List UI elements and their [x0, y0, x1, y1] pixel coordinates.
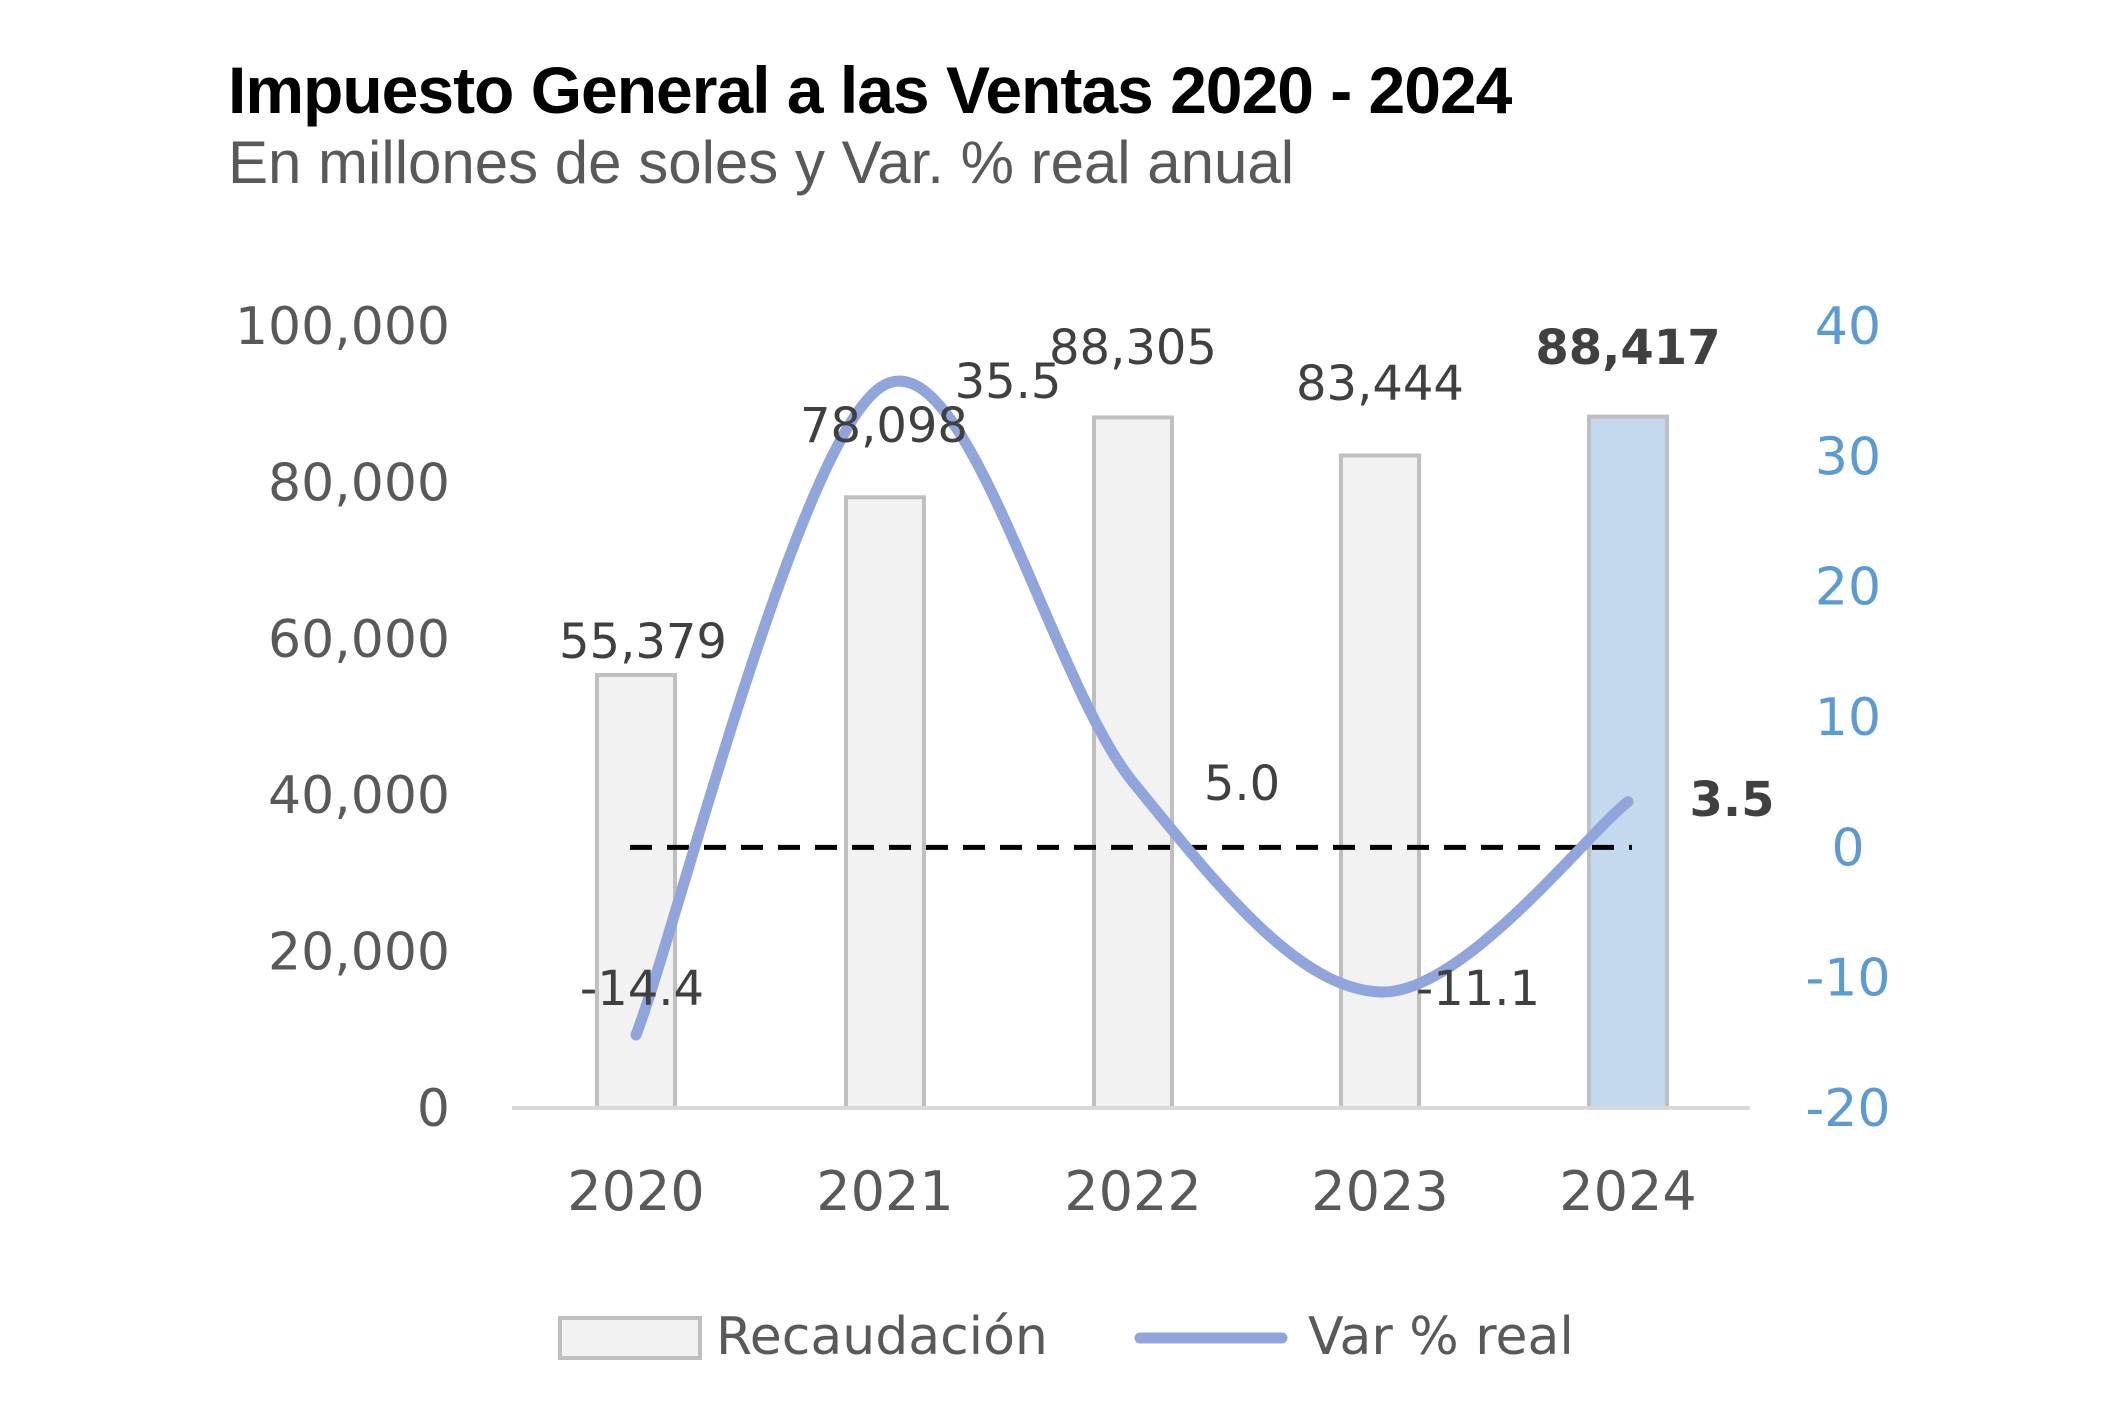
- left-axis-tick-label: 20,000: [268, 923, 450, 983]
- line-data-label: -14.4: [580, 961, 704, 1017]
- legend-label-var-real: Var % real: [1308, 1307, 1574, 1367]
- bar-recaudacion-2022: [1092, 415, 1174, 1110]
- line-data-label: 3.5: [1689, 772, 1774, 828]
- right-axis-tick-label: -10: [1806, 949, 1891, 1009]
- bar-data-label: 88,417: [1535, 320, 1720, 376]
- bar-recaudacion-2023: [1339, 453, 1421, 1111]
- left-axis-tick-label: 60,000: [268, 610, 450, 670]
- chart-title: Impuesto General a las Ventas 2020 - 202…: [228, 53, 1512, 127]
- left-axis-tick-label: 0: [417, 1079, 450, 1139]
- right-axis-tick-label: 0: [1831, 818, 1864, 878]
- left-axis-tick-label: 100,000: [235, 297, 450, 357]
- x-axis-tick-label: 2023: [1311, 1160, 1448, 1223]
- line-data-label: -11.1: [1416, 961, 1540, 1017]
- bar-data-label: 55,379: [559, 614, 727, 670]
- legend-swatch-recaudacion: [558, 1316, 702, 1360]
- bar-data-label: 88,305: [1049, 320, 1217, 376]
- bar-data-label: 83,444: [1296, 356, 1464, 412]
- x-axis-tick-label: 2022: [1064, 1160, 1201, 1223]
- right-axis-tick-label: 30: [1815, 427, 1881, 487]
- right-axis-tick-label: -20: [1806, 1079, 1891, 1139]
- line-data-label: 35.5: [955, 354, 1062, 410]
- legend-label-recaudacion: Recaudación: [716, 1307, 1048, 1367]
- x-axis-tick-label: 2021: [816, 1160, 953, 1223]
- bar-data-label: 78,098: [800, 398, 968, 454]
- left-axis-tick-label: 80,000: [268, 453, 450, 513]
- chart-subtitle: En millones de soles y Var. % real anual: [228, 129, 1295, 196]
- bar-recaudacion-2024: [1587, 414, 1669, 1111]
- right-axis-tick-label: 40: [1815, 297, 1881, 357]
- line-data-label: 5.0: [1204, 756, 1280, 812]
- left-axis-tick-label: 40,000: [268, 766, 450, 826]
- bar-recaudacion-2021: [844, 495, 926, 1111]
- bar-recaudacion-2020: [595, 672, 677, 1110]
- line-var-real: [630, 375, 1634, 1041]
- right-axis-tick-label: 20: [1815, 558, 1881, 618]
- x-axis-tick-label: 2020: [567, 1160, 704, 1223]
- right-axis-tick-label: 10: [1815, 688, 1881, 748]
- x-axis-tick-label: 2024: [1559, 1160, 1696, 1223]
